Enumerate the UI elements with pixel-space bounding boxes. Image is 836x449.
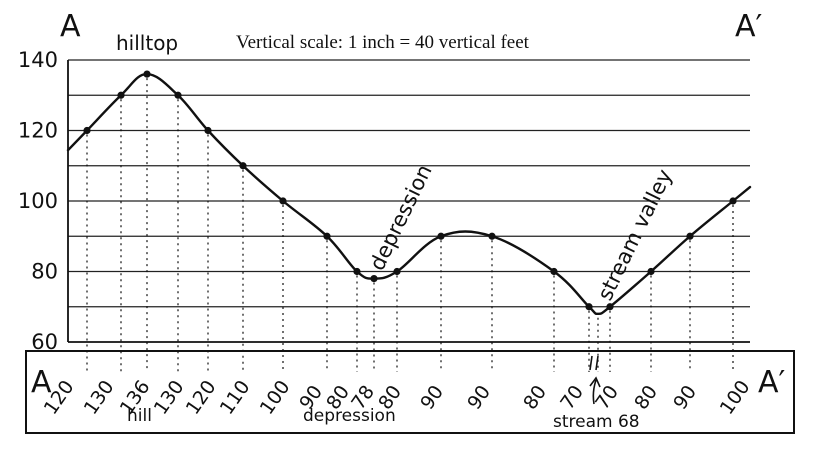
strip-contour-label: 70 xyxy=(556,381,588,413)
profile-point xyxy=(143,70,151,78)
profile-point xyxy=(729,197,737,205)
stream-note: stream 68 xyxy=(553,412,640,432)
profile-point xyxy=(437,232,445,240)
y-tick-label: 140 xyxy=(18,48,58,72)
endpoint-a-label: A xyxy=(60,9,81,44)
hilltop-label: hilltop xyxy=(116,31,178,55)
strip-contour-label: 120 xyxy=(182,376,221,418)
strip-a-label: A xyxy=(31,365,52,400)
profile-point xyxy=(83,126,91,135)
strip-contour-label: 130 xyxy=(80,376,119,418)
profile-point xyxy=(204,126,212,135)
depression-feature-label: depression xyxy=(365,161,437,274)
stream-bank-mark xyxy=(589,355,593,371)
y-tick-label: 120 xyxy=(18,119,58,143)
strip-contour-label: 80 xyxy=(519,381,551,413)
profile-point xyxy=(393,267,401,276)
strip-contour-label: 80 xyxy=(630,381,662,413)
stream-arrow-head xyxy=(589,376,601,388)
vertical-scale-title: Vertical scale: 1 inch = 40 vertical fee… xyxy=(236,32,530,53)
depression-note: depression xyxy=(303,406,396,426)
strip-contour-label: 100 xyxy=(716,376,755,418)
strip-contour-label: 90 xyxy=(416,381,448,413)
strip-contour-label: 110 xyxy=(216,376,255,418)
hill-note: hill xyxy=(127,406,152,426)
strip-a-prime-label: A′ xyxy=(758,365,786,400)
profile-points xyxy=(83,70,737,311)
profile-point xyxy=(686,232,694,240)
profile-point xyxy=(239,162,247,170)
strip-contour-label: 70 xyxy=(591,381,623,413)
strip-contour-label: 100 xyxy=(256,376,295,418)
y-tick-label: 100 xyxy=(18,189,58,213)
profile-point xyxy=(550,267,558,276)
y-tick-label: 80 xyxy=(31,260,58,284)
contour-strip-box xyxy=(25,350,795,434)
strip-contour-label: 90 xyxy=(463,381,495,413)
strip-contour-label: 130 xyxy=(150,376,189,418)
profile-point xyxy=(647,267,655,276)
profile-point xyxy=(323,232,331,240)
profile-point xyxy=(174,91,182,99)
stream-bank-mark xyxy=(595,355,599,371)
strip-contour-label: 90 xyxy=(669,381,701,413)
profile-point xyxy=(353,267,361,276)
profile-point xyxy=(585,303,593,311)
stream-valley-feature-label: stream valley xyxy=(593,166,677,305)
profile-point xyxy=(606,303,614,311)
profile-point xyxy=(117,91,125,99)
profile-point xyxy=(488,232,496,240)
profile-line xyxy=(66,72,752,316)
profile-point xyxy=(370,274,378,283)
endpoint-a-prime-label: A′ xyxy=(735,9,763,44)
profile-point xyxy=(279,197,287,205)
elevation-gridlines xyxy=(67,59,750,343)
stream-arrow xyxy=(592,379,597,405)
